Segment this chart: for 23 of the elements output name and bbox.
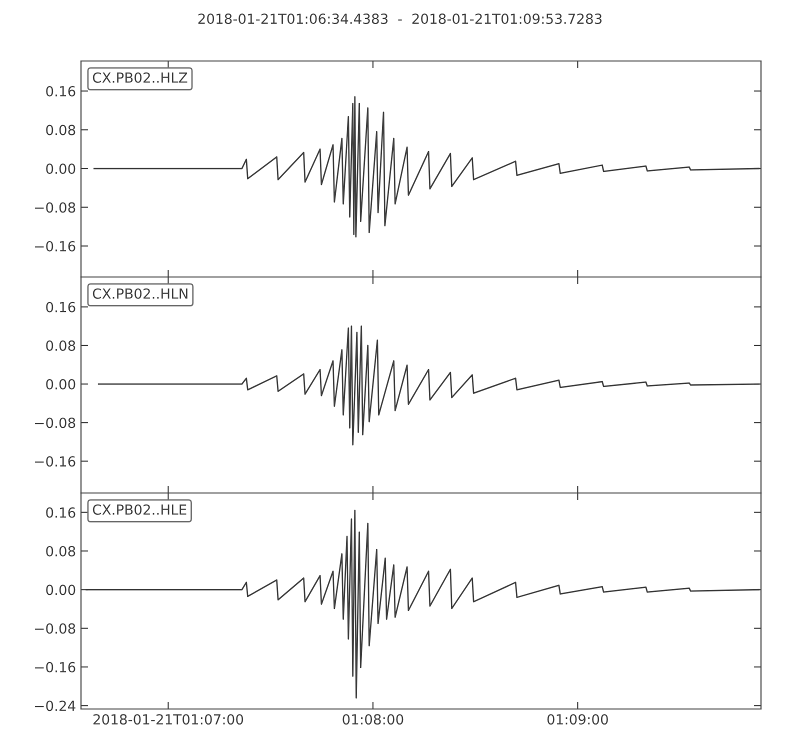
y-tick-label: 0.00 (46, 379, 76, 390)
y-tick-label: −0.08 (35, 418, 76, 428)
y-tick-label: −0.08 (35, 623, 76, 634)
x-tick-label: 2018-01-21T01:07:00 (93, 714, 244, 725)
y-tick-label: 0.00 (46, 584, 76, 596)
y-tick-label: −0.08 (35, 202, 76, 213)
x-tick-label: 01:08:00 (342, 714, 404, 725)
text: CX.PB02..HLN (92, 288, 188, 299)
y-tick-label: −0.24 (35, 700, 76, 712)
y-tick-label: 0.08 (46, 340, 76, 351)
y-tick-label: 0.16 (46, 86, 76, 96)
legend-label: CX.PB02..HLZ (92, 72, 188, 83)
y-tick-label: 0.08 (46, 546, 76, 556)
y-tick-label: 0.16 (46, 302, 76, 312)
y-tick-label: −0.16 (35, 456, 76, 467)
y-tick-label: 0.00 (46, 163, 76, 174)
text: CX.PB02..HLE (92, 504, 186, 515)
y-tick-label: 0.16 (46, 507, 76, 518)
chart-title: 2018-01-21T01:06:34.4383 - 2018-01-21T01:09:53.7283 (198, 14, 602, 24)
y-tick-label: 0.08 (46, 124, 76, 136)
x-tick-label: 01:09:00 (547, 714, 608, 725)
y-tick-label: −0.16 (35, 662, 76, 672)
y-tick-label: −0.16 (35, 240, 76, 252)
